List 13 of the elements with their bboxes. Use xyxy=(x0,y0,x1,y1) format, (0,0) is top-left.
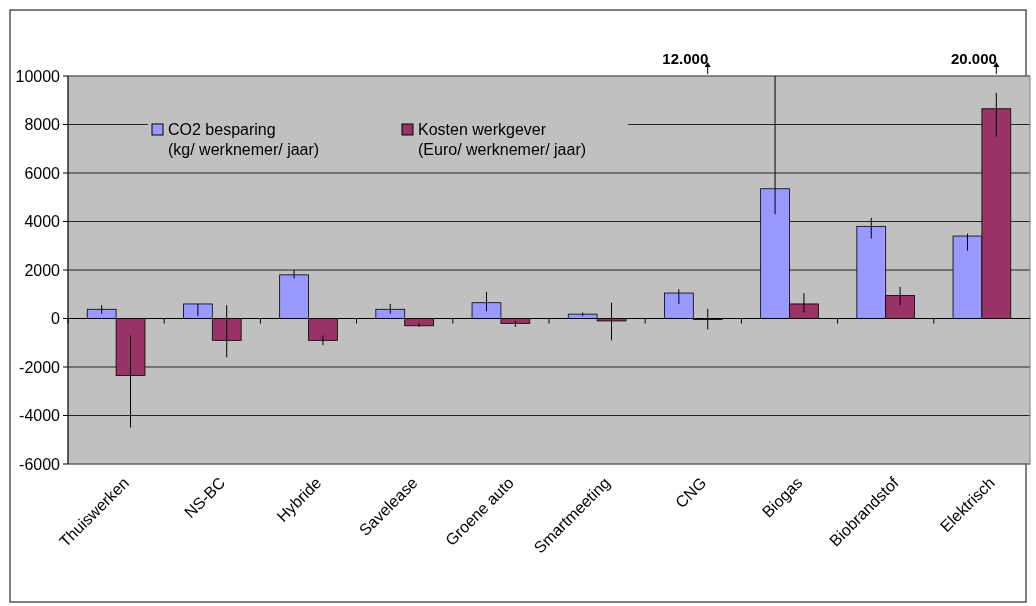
y-tick-label: 4000 xyxy=(24,213,61,231)
y-tick-label: -6000 xyxy=(19,455,61,473)
y-tick-label: 6000 xyxy=(24,164,61,182)
y-tick-label: 8000 xyxy=(24,116,61,134)
legend-label: CO2 besparing (kg/ werknemer/ jaar) xyxy=(168,121,320,158)
text: 20.000 xyxy=(950,50,997,67)
y-tick-label: 2000 xyxy=(24,261,61,279)
y-tick-label: -4000 xyxy=(19,407,61,425)
y-tick-label: -2000 xyxy=(19,358,61,376)
y-tick-label: 10000 xyxy=(15,67,61,85)
y-tick-label: 0 xyxy=(51,310,61,328)
legend-label: Kosten werkgever (Euro/ werknemer/ jaar) xyxy=(418,121,587,158)
text: 12.000 xyxy=(662,50,709,67)
